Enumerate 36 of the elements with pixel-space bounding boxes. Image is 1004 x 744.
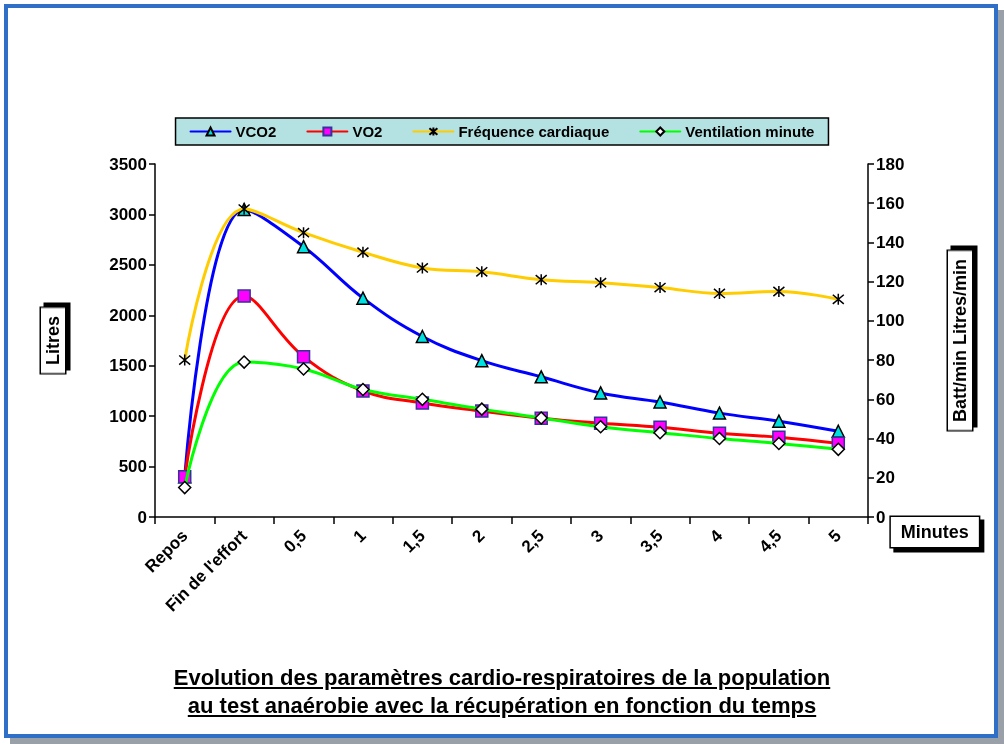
y2-tick-label: 80 xyxy=(876,350,895,370)
legend-label: VO2 xyxy=(352,123,383,140)
y-tick-label: 2000 xyxy=(109,305,147,325)
text: Evolution des paramètres cardio-respiratoires de la population au test anaérobie avec la récupération en fonction du temps xyxy=(172,664,832,720)
x-tick-label: 3,5 xyxy=(636,526,667,557)
x-tick-label: 1 xyxy=(349,526,370,547)
y2-tick-label: 160 xyxy=(876,193,905,213)
x-tick-label: 5 xyxy=(824,526,846,547)
y-axis-title: Litres xyxy=(43,315,63,366)
x-tick-label: 3 xyxy=(587,526,608,547)
y-tick-label: 1500 xyxy=(109,356,147,376)
y-tick-label: 500 xyxy=(118,457,147,477)
y-tick-label: 3000 xyxy=(109,204,147,224)
y2-tick-label: 0 xyxy=(876,507,886,527)
y2-tick-label: 180 xyxy=(876,154,905,174)
y2-tick-label: 40 xyxy=(876,429,895,449)
y-tick-label: 3500 xyxy=(109,154,147,174)
y2-tick-label: 20 xyxy=(876,468,895,488)
x-tick-label: 4,5 xyxy=(755,526,786,557)
y2-tick-label: 100 xyxy=(876,311,905,331)
y2-tick-label: 60 xyxy=(876,389,895,409)
x-axis-title: Minutes xyxy=(900,522,969,542)
x-tick-label: 2 xyxy=(468,526,489,547)
legend-label: VCO2 xyxy=(235,123,277,140)
x-tick-label: 4 xyxy=(706,525,727,547)
legend-label: Ventilation minute xyxy=(685,123,815,140)
x-tick-label: 1,5 xyxy=(398,526,430,557)
y2-tick-label: 140 xyxy=(876,232,905,252)
y2-axis-title: Batt/min Litres/min xyxy=(950,258,970,423)
y-tick-label: 0 xyxy=(137,507,147,527)
y2-tick-label: 120 xyxy=(876,272,905,292)
y-tick-label: 1000 xyxy=(109,406,147,426)
x-tick-label: 0,5 xyxy=(280,526,311,557)
legend-label: Fréquence cardiaque xyxy=(458,123,610,140)
x-tick-label: 2,5 xyxy=(517,526,548,557)
y-tick-label: 2500 xyxy=(109,255,147,275)
